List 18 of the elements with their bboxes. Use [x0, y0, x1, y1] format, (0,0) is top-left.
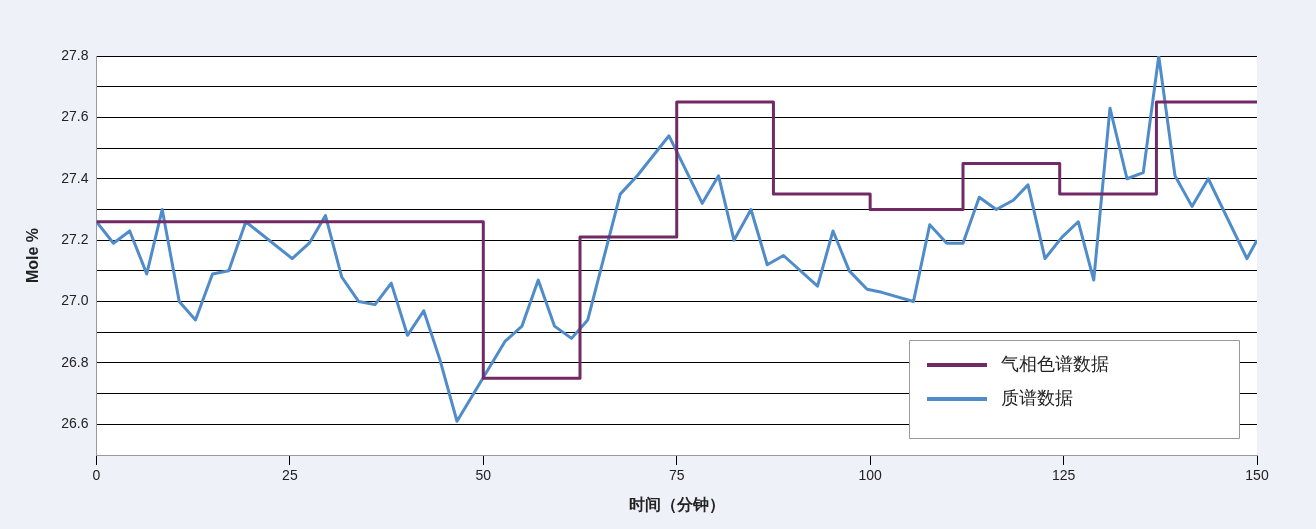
- x-tick-label: 75: [668, 467, 685, 484]
- y-tick-label: 27.2: [61, 231, 89, 248]
- y-tick-label: 27.8: [61, 46, 89, 63]
- y-tick-label: 26.8: [61, 353, 89, 370]
- y-axis-title: Mole %: [24, 227, 42, 284]
- legend-label: 气相色谱数据: [1001, 353, 1109, 374]
- x-tick-label: 0: [92, 467, 101, 484]
- legend-label: 质谱数据: [1001, 387, 1073, 408]
- x-axis-title: 时间（分钟）: [628, 495, 725, 514]
- x-tick-label: 125: [1051, 467, 1076, 484]
- y-tick-label: 26.6: [61, 415, 89, 432]
- x-tick-label: 150: [1245, 467, 1269, 484]
- x-tick-label: 50: [475, 467, 492, 484]
- y-tick-label: 27.6: [61, 108, 89, 125]
- y-tick-label: 27.4: [61, 169, 89, 186]
- x-tick-label: 100: [858, 467, 883, 484]
- y-tick-label: 27.0: [61, 292, 89, 309]
- x-tick-label: 25: [282, 467, 298, 484]
